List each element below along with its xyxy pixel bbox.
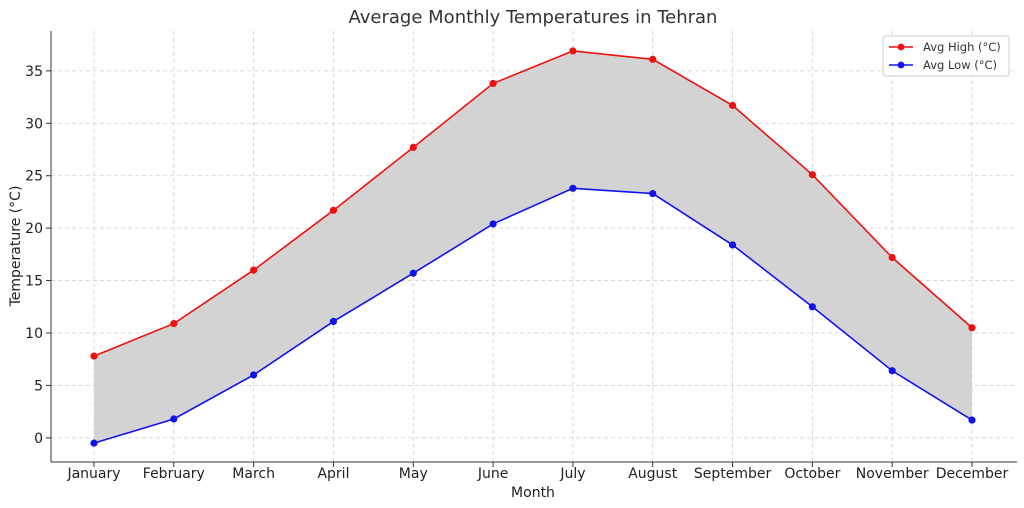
point-avg-low-c-september <box>728 241 737 249</box>
point-avg-low-c-may <box>409 269 417 277</box>
point-avg-low-c-august <box>649 189 657 198</box>
x-tick-label-august: August <box>628 466 678 482</box>
x-tick-label-may: May <box>399 466 428 482</box>
point-avg-low-c-january <box>90 439 98 447</box>
point-avg-high-c-november <box>888 253 896 262</box>
x-tick-label-july: July <box>559 466 585 482</box>
x-tick-label-october: October <box>784 466 840 482</box>
y-axis-label: Temperature (°C) <box>8 186 24 308</box>
point-avg-low-c-november <box>888 367 896 375</box>
series-line-avg-high-c <box>93 50 973 357</box>
y-tick-label-35: 35 <box>25 64 43 80</box>
x-tick-label-january: January <box>66 466 120 482</box>
legend-label-avg-high-c: Avg High (°C) <box>923 40 1001 54</box>
x-tick-label-november: November <box>856 466 929 482</box>
series-group <box>90 47 976 447</box>
point-avg-high-c-january <box>90 352 98 360</box>
x-tick-label-june: June <box>477 466 509 482</box>
y-tick-label-0: 0 <box>34 431 43 447</box>
point-avg-low-c-july <box>569 184 577 192</box>
x-tick-label-december: December <box>936 466 1009 482</box>
y-tick-label-20: 20 <box>25 221 43 237</box>
y-tick-label-30: 30 <box>25 116 43 132</box>
point-avg-low-c-june <box>489 220 497 228</box>
x-tick-label-september: September <box>694 466 772 482</box>
y-tick-label-5: 5 <box>34 378 43 394</box>
point-avg-high-c-september <box>728 101 737 110</box>
point-avg-high-c-july <box>569 47 577 55</box>
y-tick-label-10: 10 <box>25 326 43 342</box>
fill-between-area <box>94 50 972 444</box>
point-avg-high-c-august <box>649 55 657 63</box>
legend-swatch-marker-avg-high-c <box>897 43 905 51</box>
point-avg-high-c-april <box>329 206 338 214</box>
legend-swatch-marker-avg-low-c <box>897 61 905 69</box>
point-avg-low-c-april <box>329 317 338 326</box>
point-avg-high-c-march <box>250 266 258 274</box>
series-line-avg-low-c <box>93 187 973 444</box>
x-axis-label: Month <box>511 485 555 501</box>
point-avg-high-c-june <box>489 79 497 88</box>
axes: 0 5 10 15 20 25 30 35 January February March April M… <box>25 31 1017 482</box>
point-avg-low-c-march <box>250 371 258 379</box>
x-tick-label-february: February <box>143 466 205 482</box>
point-avg-high-c-december <box>968 324 976 332</box>
x-tick-label-march: March <box>232 466 275 482</box>
temperature-range-fill <box>94 50 972 444</box>
point-avg-low-c-february <box>170 415 178 423</box>
x-tick-label-april: April <box>317 466 349 482</box>
point-avg-high-c-october <box>808 171 816 179</box>
point-avg-high-c-may <box>409 143 417 152</box>
legend: Avg High (°C) Avg Low (°C) <box>882 35 1010 77</box>
point-avg-low-c-october <box>808 303 816 311</box>
legend-box <box>882 35 1010 77</box>
point-avg-low-c-december <box>968 416 976 424</box>
chart-title: Average Monthly Temperatures in Tehran <box>349 7 718 28</box>
point-avg-high-c-february <box>170 319 178 328</box>
y-tick-label-15: 15 <box>25 274 43 290</box>
y-tick-label-25: 25 <box>25 169 43 185</box>
legend-label-avg-low-c: Avg Low (°C) <box>923 58 997 72</box>
